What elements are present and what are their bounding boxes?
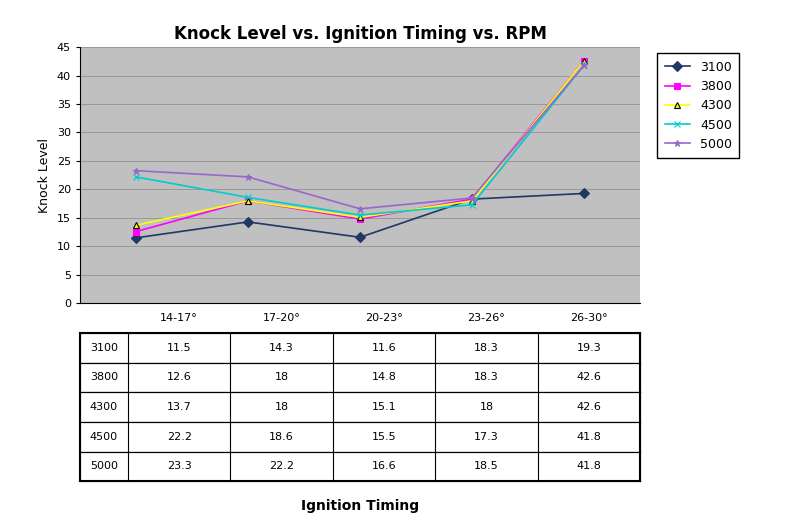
Text: 3800: 3800 (90, 372, 118, 382)
4500 (355, 212, 365, 218)
Text: 41.8: 41.8 (576, 461, 602, 471)
Text: 20-23°: 20-23° (365, 313, 403, 323)
4500 (467, 202, 477, 208)
4300 (355, 214, 365, 221)
5000 (131, 167, 141, 174)
Text: 16.6: 16.6 (372, 461, 396, 471)
3800 (467, 196, 477, 202)
Text: 22.2: 22.2 (269, 461, 294, 471)
3100 (467, 196, 477, 202)
Text: 42.6: 42.6 (576, 402, 602, 412)
Line: 3800: 3800 (133, 57, 587, 235)
Text: 13.7: 13.7 (167, 402, 191, 412)
Legend: 3100, 3800, 4300, 4500, 5000: 3100, 3800, 4300, 4500, 5000 (658, 53, 739, 158)
Text: 3100: 3100 (90, 343, 118, 353)
Title: Knock Level vs. Ignition Timing vs. RPM: Knock Level vs. Ignition Timing vs. RPM (174, 25, 546, 43)
5000 (579, 62, 589, 69)
Text: 4300: 4300 (90, 402, 118, 412)
4300 (467, 198, 477, 204)
4300 (131, 222, 141, 229)
5000 (467, 195, 477, 201)
Text: 15.5: 15.5 (372, 431, 396, 442)
Text: 11.5: 11.5 (167, 343, 191, 353)
Line: 4300: 4300 (133, 57, 587, 229)
4500 (579, 62, 589, 69)
Text: 14.3: 14.3 (270, 343, 294, 353)
Text: 12.6: 12.6 (167, 372, 191, 382)
Text: Ignition Timing: Ignition Timing (301, 498, 419, 513)
Text: 17.3: 17.3 (474, 431, 498, 442)
4500 (131, 174, 141, 180)
4300 (243, 198, 253, 204)
3800 (243, 198, 253, 204)
Text: 4500: 4500 (90, 431, 118, 442)
Text: 19.3: 19.3 (577, 343, 601, 353)
Text: 14.8: 14.8 (371, 372, 397, 382)
Text: 18.5: 18.5 (474, 461, 498, 471)
Text: 42.6: 42.6 (576, 372, 602, 382)
4300 (579, 58, 589, 64)
Text: 23.3: 23.3 (167, 461, 191, 471)
Text: 41.8: 41.8 (576, 431, 602, 442)
Line: 4500: 4500 (133, 62, 587, 219)
Text: 15.1: 15.1 (372, 402, 396, 412)
Line: 3100: 3100 (133, 190, 587, 241)
Text: 5000: 5000 (90, 461, 118, 471)
5000 (355, 206, 365, 212)
Y-axis label: Knock Level: Knock Level (38, 138, 51, 213)
Text: 18.3: 18.3 (474, 343, 498, 353)
Text: 17-20°: 17-20° (262, 313, 301, 323)
Text: 11.6: 11.6 (372, 343, 396, 353)
Text: 18.3: 18.3 (474, 372, 498, 382)
Text: 18: 18 (479, 402, 494, 412)
Text: 22.2: 22.2 (166, 431, 192, 442)
3100 (355, 234, 365, 241)
Line: 5000: 5000 (133, 62, 587, 212)
Text: 26-30°: 26-30° (570, 313, 608, 323)
4500 (243, 194, 253, 200)
Text: 18: 18 (274, 372, 289, 382)
3100 (579, 190, 589, 197)
3100 (131, 235, 141, 241)
Text: 14-17°: 14-17° (160, 313, 198, 323)
3800 (355, 216, 365, 222)
3800 (131, 229, 141, 235)
3800 (579, 58, 589, 64)
Text: 18.6: 18.6 (270, 431, 294, 442)
Text: 23-26°: 23-26° (467, 313, 506, 323)
5000 (243, 174, 253, 180)
3100 (243, 219, 253, 225)
Text: 18: 18 (274, 402, 289, 412)
